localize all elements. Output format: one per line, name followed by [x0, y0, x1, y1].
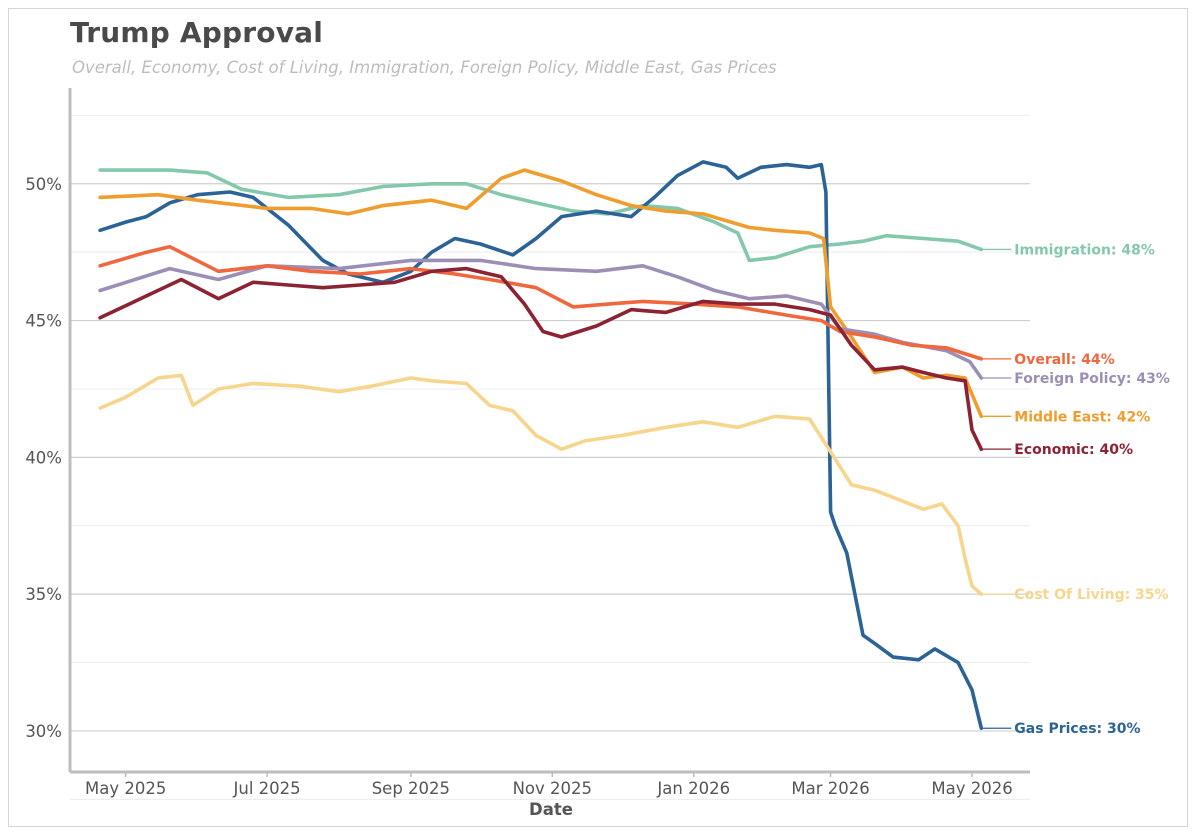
x-tick-label: Sep 2025: [372, 779, 450, 798]
end-label-middle-east: Middle East: 42%: [1014, 409, 1150, 425]
series-layer: [98, 160, 984, 730]
label-layer: Immigration: 48% Overall: 44% Foreign Poli…: [981, 242, 1170, 737]
series-line-economic: [98, 266, 984, 451]
axis-layer: 30% 35% 40% 45% 50% May 2025 Jul 2025 Sep 2025 N…: [25, 88, 1030, 798]
x-tick-label: Nov 2025: [513, 779, 592, 798]
end-label-overall: Overall: 44%: [1014, 352, 1114, 368]
y-tick-label: 40%: [25, 448, 62, 467]
x-tick-label: Jan 2026: [656, 779, 730, 798]
series-line-gas-prices: [98, 160, 984, 730]
grid-layer: [70, 114, 1030, 800]
series-line-immigration: [98, 168, 984, 263]
x-axis-title: Date: [529, 800, 573, 819]
end-label-foreign-policy: Foreign Policy: 43%: [1014, 371, 1170, 387]
chart-subtitle: Overall, Economy, Cost of Living, Immigr…: [72, 58, 777, 77]
y-tick-label: 50%: [25, 175, 62, 194]
x-tick-label: Mar 2026: [791, 779, 869, 798]
y-tick-label: 45%: [25, 312, 62, 331]
chart-frame: [8, 8, 1188, 827]
series-line-cost-of-living: [98, 373, 984, 596]
series-line-overall: [98, 244, 984, 361]
chart-title: Trump Approval: [70, 16, 324, 49]
end-label-economic: Economic: 40%: [1014, 442, 1133, 458]
series-line-foreign-policy: [98, 258, 984, 380]
end-label-gas-prices: Gas Prices: 30%: [1014, 721, 1140, 737]
end-label-immigration: Immigration: 48%: [1014, 242, 1155, 258]
x-tick-label: May 2025: [85, 779, 166, 798]
x-tick-label: Jul 2025: [233, 779, 301, 798]
y-tick-label: 35%: [25, 585, 62, 604]
end-label-cost-of-living: Cost Of Living: 35%: [1014, 587, 1168, 603]
x-tick-label: May 2026: [931, 779, 1012, 798]
y-tick-label: 30%: [25, 722, 62, 741]
